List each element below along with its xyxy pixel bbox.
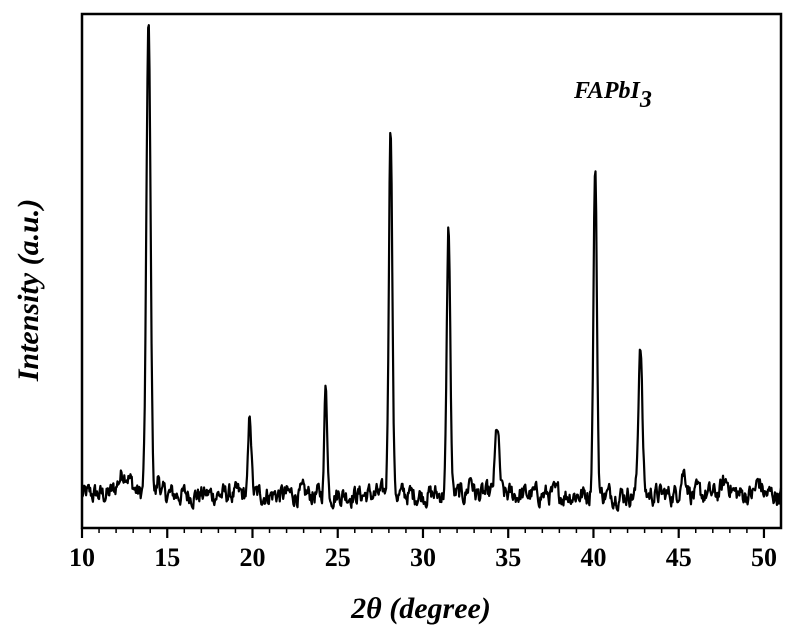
x-tick-label-25: 25	[325, 543, 351, 572]
sample-label-main: FAPbI	[573, 78, 641, 104]
xrd-pattern-line	[80, 24, 783, 512]
x-tick-label-45: 45	[666, 543, 692, 572]
y-axis-title: Intensity (a.u.)	[12, 199, 45, 383]
x-axis-ticks	[80, 528, 766, 538]
x-tick-label-10: 10	[69, 543, 95, 572]
x-tick-label-20: 20	[239, 543, 265, 572]
x-axis-title: 2θ (degree)	[350, 592, 491, 625]
plot-frame	[80, 12, 783, 530]
x-tick-label-30: 30	[410, 543, 436, 572]
sample-label-subscript: 3	[639, 87, 652, 113]
x-tick-label-15: 15	[154, 543, 180, 572]
x-tick-label-50: 50	[751, 543, 777, 572]
x-tick-label-40: 40	[580, 543, 606, 572]
sample-label: FAPbI3	[573, 78, 652, 113]
x-tick-label-35: 35	[495, 543, 521, 572]
x-axis-tick-labels: 10 15 20 25 30 35 40 45 50	[69, 543, 777, 572]
